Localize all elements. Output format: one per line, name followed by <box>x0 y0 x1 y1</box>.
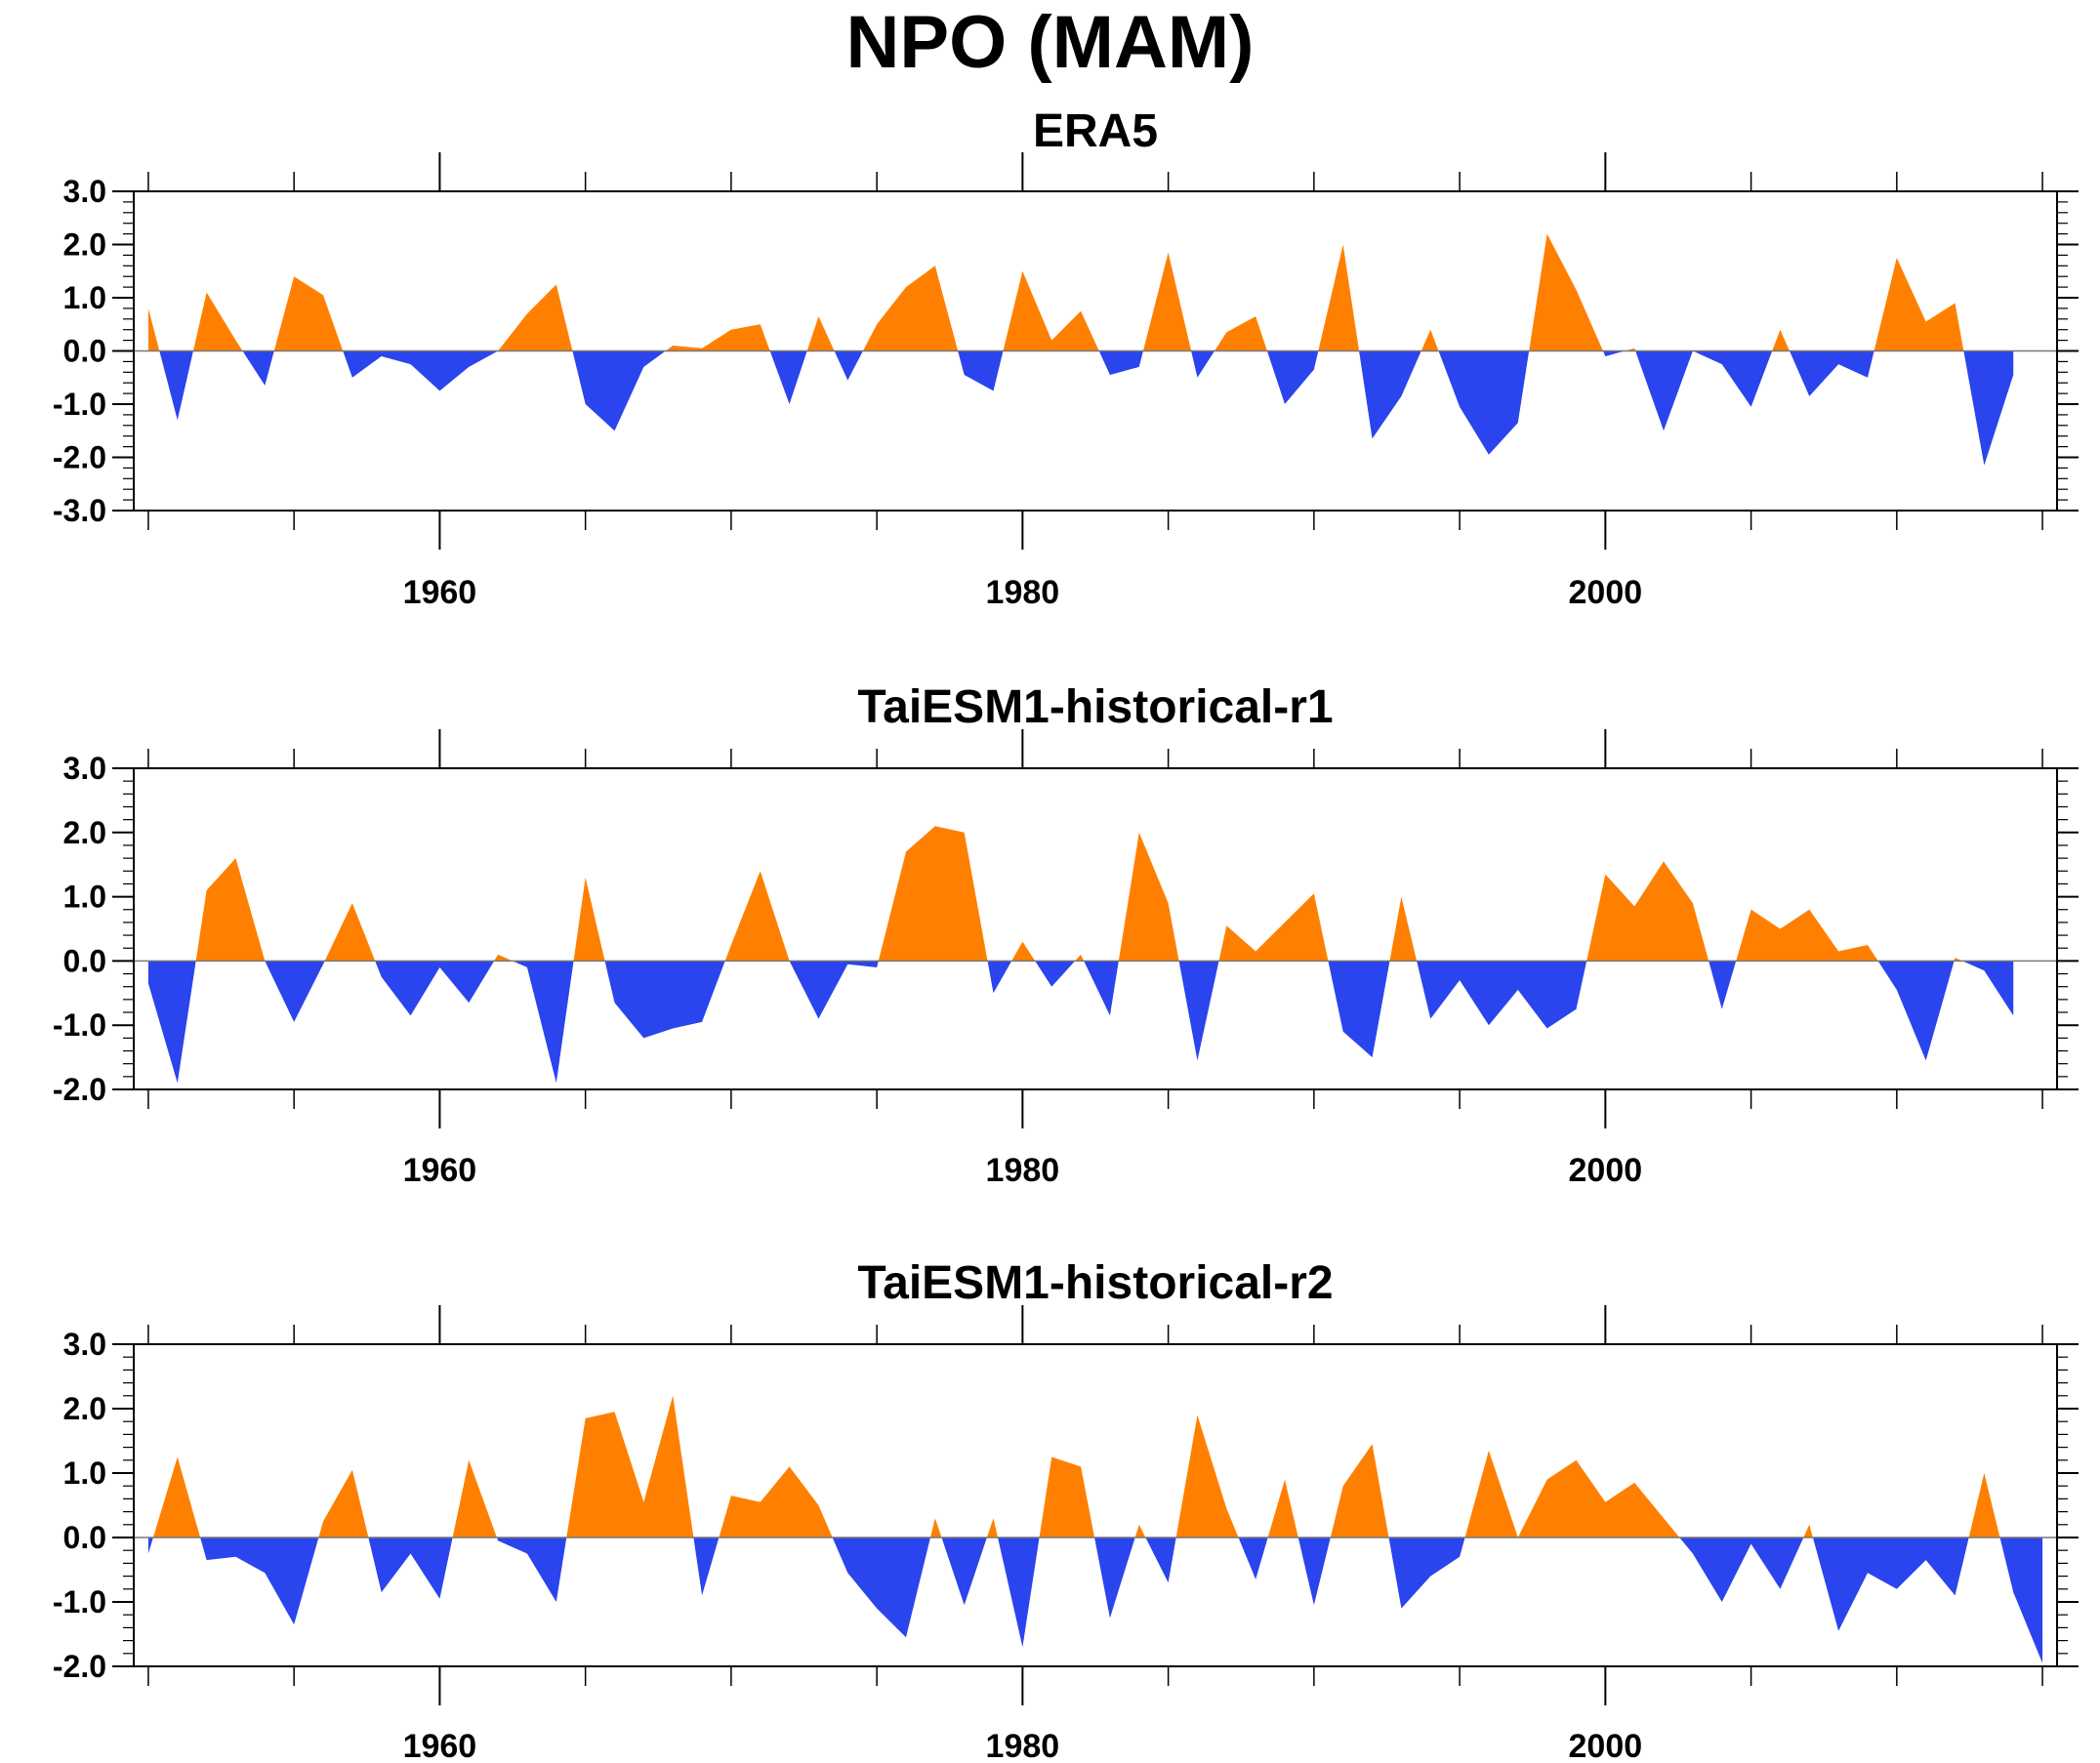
y-tick-label: 0.0 <box>63 334 106 369</box>
x-tick-label: 2000 <box>1569 1152 1643 1189</box>
panel-era5: ERA5 3.0 2.0 1.0 0.0 -1.0 -2.0 -3.0 1960 1980 2000 <box>53 105 2079 611</box>
y-tick-label: -1.0 <box>53 1007 106 1043</box>
y-tick-label: -2.0 <box>53 440 106 475</box>
negative-area <box>147 961 2014 1084</box>
x-tick-label: 1960 <box>403 1728 477 1763</box>
figure-title: NPO (MAM) <box>845 1 1255 84</box>
y-tick-label: 3.0 <box>63 174 106 209</box>
x-tick-label: 1980 <box>986 1728 1060 1763</box>
y-tick-label: -1.0 <box>53 1584 106 1620</box>
y-tick-label: -2.0 <box>53 1072 106 1107</box>
plot-frame <box>133 767 2058 1090</box>
y-tick-label: -2.0 <box>53 1649 106 1684</box>
positive-area <box>147 233 2014 351</box>
y-tick-label: 0.0 <box>63 943 106 978</box>
y-tick-label: 2.0 <box>63 227 106 263</box>
x-tick-label: 1980 <box>986 1152 1060 1189</box>
x-tick-label: 1960 <box>403 1152 477 1189</box>
x-tick-label: 2000 <box>1569 1728 1643 1763</box>
panel-taiesm1-r1: TaiESM1-historical-r1 3.0 2.0 1.0 0.0 -1.0 -2.… <box>53 681 2079 1189</box>
x-tick-label: 1960 <box>403 574 477 611</box>
y-tick-label: 2.0 <box>63 1391 106 1426</box>
y-tick-label: 1.0 <box>63 1456 106 1491</box>
positive-area <box>147 1395 2043 1538</box>
panel-taiesm1-r2: TaiESM1-historical-r2 3.0 2.0 1.0 0.0 -1.0 -2.… <box>53 1257 2079 1763</box>
y-tick-label: 3.0 <box>63 1327 106 1362</box>
y-tick-label: -3.0 <box>53 493 106 528</box>
y-tick-label: -1.0 <box>53 387 106 422</box>
plot-frame <box>133 1343 2058 1667</box>
panel-title: TaiESM1-historical-r1 <box>857 681 1333 733</box>
y-tick-label: 0.0 <box>63 1520 106 1555</box>
panel-title: ERA5 <box>1033 105 1158 157</box>
negative-area <box>147 350 2014 466</box>
y-tick-label: 2.0 <box>63 815 106 850</box>
negative-area <box>147 1538 2043 1663</box>
x-tick-label: 1980 <box>986 574 1060 611</box>
y-tick-label: 1.0 <box>63 880 106 915</box>
panel-title: TaiESM1-historical-r2 <box>857 1257 1333 1309</box>
y-tick-label: 3.0 <box>63 751 106 786</box>
y-tick-label: 1.0 <box>63 280 106 315</box>
positive-area <box>147 826 2014 962</box>
x-tick-label: 2000 <box>1569 574 1643 611</box>
